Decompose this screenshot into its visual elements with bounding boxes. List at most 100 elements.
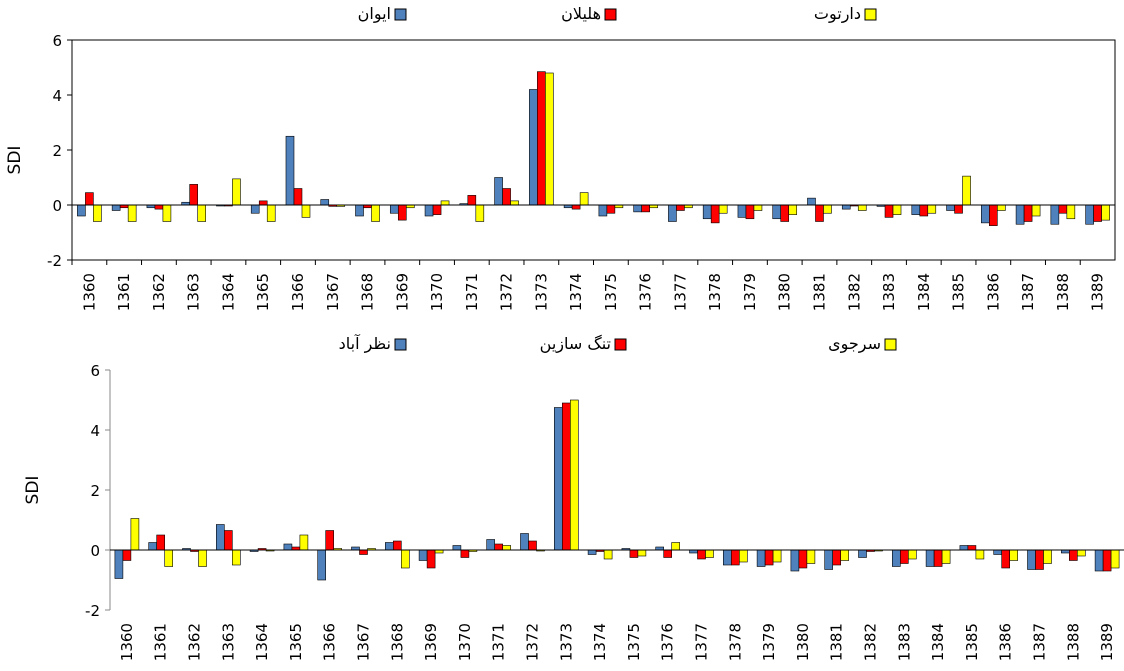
bar-2-1388 xyxy=(1069,549,1078,561)
bar-3-1373 xyxy=(545,72,554,206)
bar-3-1371 xyxy=(502,545,512,551)
bar-3-1389 xyxy=(1110,549,1120,569)
y-tick-label: 4 xyxy=(90,422,100,440)
bar-3-1389 xyxy=(1101,204,1110,221)
y-tick-label: 0 xyxy=(52,197,62,215)
x-tick-label-1378: 1378 xyxy=(726,623,744,661)
x-tick-label-1369: 1369 xyxy=(393,273,411,311)
bar-3-1360 xyxy=(93,204,102,222)
x-tick-label-1384: 1384 xyxy=(929,623,947,661)
bar-3-1377 xyxy=(705,549,714,558)
bar-2-1386 xyxy=(989,204,998,226)
bar-3-1379 xyxy=(772,549,782,563)
x-tick-label-1382: 1382 xyxy=(845,273,863,311)
bar-1-1372 xyxy=(494,177,503,206)
x-tick-label-1379: 1379 xyxy=(741,273,759,311)
bar-2-1373 xyxy=(537,71,546,206)
bar-3-1366 xyxy=(301,204,311,218)
bar-2-1389 xyxy=(1093,204,1102,222)
bar-1-1384 xyxy=(911,204,921,215)
bar-2-1380 xyxy=(780,204,790,222)
bar-1-1361 xyxy=(148,542,157,551)
bar-2-1371 xyxy=(467,195,477,206)
bar-1-1369 xyxy=(418,549,428,561)
x-tick-label-1377: 1377 xyxy=(693,623,711,661)
bar-3-1365 xyxy=(266,204,276,222)
bar-1-1371 xyxy=(486,539,496,551)
y-tick-label: 2 xyxy=(90,482,100,500)
bar-2-1371 xyxy=(494,543,504,551)
bar-2-1366 xyxy=(325,530,335,551)
x-tick-label-1388: 1388 xyxy=(1064,623,1082,661)
x-tick-label-1371: 1371 xyxy=(463,273,481,311)
bar-3-1371 xyxy=(475,204,485,222)
legend-label-1: نظر آباد xyxy=(339,334,391,354)
bar-2-1384 xyxy=(933,549,943,567)
bar-1-1365 xyxy=(283,543,293,551)
bar-1-1377 xyxy=(668,204,677,222)
bar-3-1379 xyxy=(753,204,763,211)
bar-1-1386 xyxy=(981,204,990,224)
y-tick-label: 6 xyxy=(52,32,62,50)
x-tick-label-1372: 1372 xyxy=(524,623,542,661)
x-tick-label-1360: 1360 xyxy=(80,273,98,311)
bar-1-1378 xyxy=(702,204,712,220)
x-tick-label-1370: 1370 xyxy=(428,273,446,311)
bar-3-1383 xyxy=(907,549,917,560)
x-tick-label-1389: 1389 xyxy=(1098,623,1116,661)
bar-1-1369 xyxy=(389,204,399,214)
bar-1-1383 xyxy=(891,549,901,567)
bar-3-1361 xyxy=(164,549,173,567)
bar-2-1383 xyxy=(899,549,909,564)
bar-1-1385 xyxy=(946,204,955,211)
bar-1-1381 xyxy=(807,197,816,206)
x-tick-label-1385: 1385 xyxy=(950,273,968,311)
bar-3-1380 xyxy=(806,549,816,564)
bar-2-1360 xyxy=(85,192,94,206)
legend-swatch-2 xyxy=(614,338,627,351)
bar-3-1362 xyxy=(162,204,172,222)
bar-2-1384 xyxy=(919,204,929,217)
legend-swatch-1 xyxy=(394,338,407,351)
bar-1-1384 xyxy=(925,549,935,567)
bar-2-1378 xyxy=(730,549,740,566)
bar-1-1370 xyxy=(452,545,462,551)
bar-1-1360 xyxy=(114,549,124,579)
bar-2-1363 xyxy=(189,184,198,206)
bar-3-1365 xyxy=(299,534,309,551)
bar-2-1375 xyxy=(606,204,616,214)
x-tick-label-1374: 1374 xyxy=(591,623,609,661)
bar-1-1374 xyxy=(587,549,597,555)
x-tick-label-1382: 1382 xyxy=(862,623,880,661)
x-tick-label-1387: 1387 xyxy=(1031,623,1049,661)
bar-1-1363 xyxy=(216,524,225,551)
bar-1-1381 xyxy=(824,549,834,570)
y-tick-label: -2 xyxy=(85,602,100,620)
bar-2-1377 xyxy=(676,204,685,211)
bar-2-1375 xyxy=(629,549,639,558)
bar-1-1372 xyxy=(520,533,529,551)
bar-3-1374 xyxy=(603,549,613,560)
x-tick-label-1373: 1373 xyxy=(532,273,550,311)
bar-3-1381 xyxy=(840,549,850,561)
x-tick-label-1376: 1376 xyxy=(659,623,677,661)
bar-3-1384 xyxy=(927,204,937,214)
bar-2-1378 xyxy=(710,204,720,224)
bar-1-1368 xyxy=(355,204,364,217)
legend-label-1: ایوان xyxy=(358,4,391,24)
bar-2-1369 xyxy=(426,549,436,569)
x-tick-label-1361: 1361 xyxy=(115,273,133,311)
bar-2-1370 xyxy=(432,204,442,215)
y-tick-label: -2 xyxy=(47,252,62,270)
bar-2-1362 xyxy=(154,204,164,210)
x-tick-label-1369: 1369 xyxy=(422,623,440,661)
bar-1-1378 xyxy=(722,549,732,566)
bar-1-1380 xyxy=(772,204,782,220)
x-tick-label-1362: 1362 xyxy=(150,273,168,311)
bar-2-1388 xyxy=(1058,204,1068,214)
bar-1-1367 xyxy=(320,199,330,206)
x-tick-label-1366: 1366 xyxy=(321,623,339,661)
x-tick-label-1367: 1367 xyxy=(355,623,373,661)
bar-3-1364 xyxy=(232,178,241,206)
legend-label-3: دارتوت xyxy=(814,4,861,24)
